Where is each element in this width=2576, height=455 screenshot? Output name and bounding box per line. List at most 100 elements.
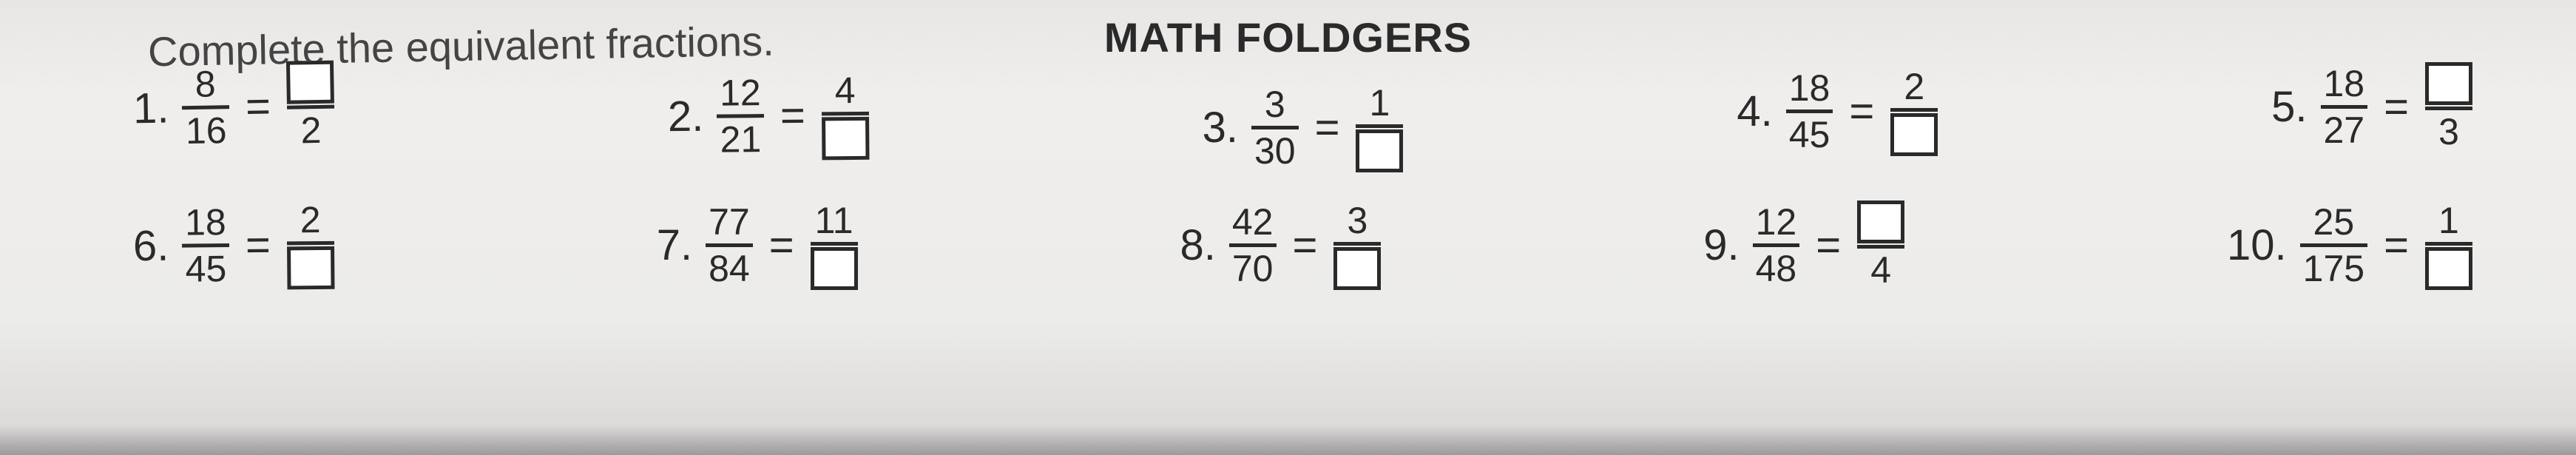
fraction-numerator: 25 <box>2310 202 2358 242</box>
problem: 10. 25 175 = 1 <box>2227 200 2472 290</box>
fraction-bar <box>2321 105 2368 109</box>
answer-blank[interactable] <box>811 247 858 290</box>
fraction-denominator: 45 <box>182 249 229 289</box>
fraction: 2 <box>286 61 335 151</box>
problem-number: 2. <box>667 92 703 141</box>
answer-blank[interactable] <box>2425 247 2472 290</box>
fraction-bar <box>2425 242 2472 246</box>
fraction-numerator: 42 <box>1229 202 1277 242</box>
equals-sign: = <box>1849 87 1874 136</box>
fraction-numerator: 12 <box>717 73 764 113</box>
fraction-bar <box>287 105 334 109</box>
fraction-numerator: 77 <box>706 202 753 242</box>
fraction-denominator: 175 <box>2300 249 2367 289</box>
fraction-bar <box>1251 126 1299 129</box>
fraction-bar <box>1857 245 1904 249</box>
equals-sign: = <box>246 220 271 270</box>
problem: 7. 77 84 = 11 <box>657 200 858 290</box>
fraction-bar <box>822 112 869 116</box>
page-title: MATH FOLDGERS <box>1104 13 1472 61</box>
problem-number: 6. <box>133 221 169 271</box>
answer-blank[interactable] <box>1356 129 1403 172</box>
fraction-numerator: 8 <box>188 64 223 104</box>
fraction: 3 <box>2425 62 2472 152</box>
fraction-bar <box>182 243 229 248</box>
fraction-denominator: 21 <box>717 119 764 160</box>
fraction-bar <box>1753 243 1800 247</box>
problem-number: 4. <box>1737 87 1772 136</box>
fraction: 4 <box>1857 200 1904 290</box>
fraction: 25 175 <box>2300 202 2367 289</box>
fraction-bar <box>1890 108 1938 112</box>
answer-blank[interactable] <box>287 246 335 290</box>
problem-number: 7. <box>657 220 692 270</box>
fraction: 3 30 <box>1251 84 1299 171</box>
problem-row: 6. 18 45 = 2 7. 77 84 = <box>133 200 2502 290</box>
fraction: 18 45 <box>182 202 230 289</box>
fraction-denominator: 48 <box>1753 249 1800 289</box>
fraction-numerator: 1 <box>1362 83 1396 123</box>
fraction-denominator: 16 <box>182 110 230 151</box>
fraction-bar <box>1229 243 1277 247</box>
problem: 9. 12 48 = 4 <box>1703 200 1904 290</box>
equals-sign: = <box>2384 220 2409 270</box>
fraction-numerator: 18 <box>1786 68 1833 108</box>
equals-sign: = <box>1315 103 1340 152</box>
fraction-numerator: 18 <box>182 202 229 243</box>
problem: 5. 18 27 = 3 <box>2271 62 2472 152</box>
fraction-bar <box>717 114 764 118</box>
answer-blank[interactable] <box>1890 113 1938 156</box>
fraction-bar <box>2425 107 2472 110</box>
fraction: 1 <box>1356 83 1403 172</box>
fraction-numerator: 4 <box>828 70 862 110</box>
equals-sign: = <box>1293 220 1318 270</box>
fraction-numerator: 1 <box>2432 200 2466 240</box>
fraction-numerator: 3 <box>1258 84 1292 124</box>
fraction-denominator: 27 <box>2321 110 2368 150</box>
answer-blank[interactable] <box>2425 62 2472 105</box>
answer-blank[interactable] <box>822 117 870 161</box>
problem-number: 10. <box>2227 220 2287 270</box>
fraction: 2 <box>1890 67 1938 156</box>
problem: 2. 12 21 = 4 <box>667 70 869 161</box>
fraction-bar <box>1356 124 1403 128</box>
fraction: 4 <box>821 70 869 161</box>
fraction: 12 48 <box>1753 202 1800 289</box>
problem-number: 1. <box>132 84 169 134</box>
equals-sign: = <box>2384 82 2409 132</box>
fraction: 3 <box>1333 200 1381 290</box>
equals-sign: = <box>780 91 805 141</box>
fraction: 2 <box>286 200 334 290</box>
fraction-denominator: 2 <box>294 110 328 151</box>
fraction: 8 16 <box>181 64 230 151</box>
answer-blank[interactable] <box>1857 200 1904 243</box>
problem-number: 8. <box>1180 220 1216 270</box>
problems-grid: 1. 8 16 = 2 2. 12 21 = <box>133 67 2502 334</box>
fraction: 11 <box>811 200 858 290</box>
fraction-bar <box>811 242 858 246</box>
problem-number: 9. <box>1703 220 1739 270</box>
problem-number: 3. <box>1203 103 1238 152</box>
problem-number: 5. <box>2271 82 2307 132</box>
fraction-bar <box>1786 109 1833 113</box>
fraction-denominator: 30 <box>1251 131 1299 171</box>
fraction-denominator: 4 <box>1864 250 1898 290</box>
fraction-denominator: 70 <box>1229 249 1277 289</box>
equals-sign: = <box>245 81 271 132</box>
fraction-numerator: 3 <box>1340 200 1374 240</box>
problem: 4. 18 45 = 2 <box>1737 67 1938 156</box>
fraction-denominator: 3 <box>2432 112 2466 152</box>
equals-sign: = <box>1816 220 1841 270</box>
answer-blank[interactable] <box>1333 247 1381 290</box>
problem: 3. 3 30 = 1 <box>1203 83 1404 172</box>
page-shadow <box>0 425 2576 455</box>
answer-blank[interactable] <box>286 61 334 104</box>
fraction-numerator: 11 <box>812 200 856 240</box>
fraction-bar <box>1333 242 1381 246</box>
fraction-numerator: 2 <box>293 200 327 240</box>
fraction: 12 21 <box>717 73 765 160</box>
worksheet-page: MATH FOLDGERS Complete the equivalent fr… <box>0 0 2576 455</box>
fraction: 77 84 <box>706 202 753 289</box>
fraction-denominator: 84 <box>706 249 753 289</box>
fraction: 1 <box>2425 200 2472 290</box>
